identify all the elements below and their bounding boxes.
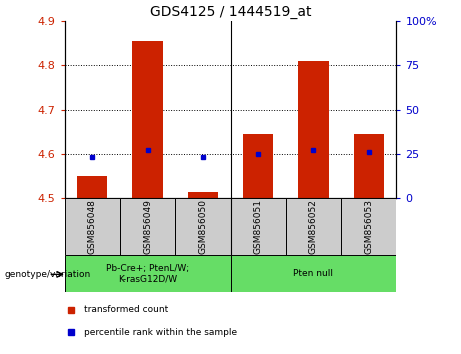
Text: GSM856048: GSM856048 bbox=[88, 199, 97, 254]
Text: GSM856053: GSM856053 bbox=[364, 199, 373, 254]
Bar bbox=[230, 198, 286, 255]
Bar bbox=[65, 255, 230, 292]
Text: percentile rank within the sample: percentile rank within the sample bbox=[84, 327, 237, 337]
Text: transformed count: transformed count bbox=[84, 305, 169, 314]
Text: genotype/variation: genotype/variation bbox=[5, 270, 91, 279]
Bar bbox=[341, 198, 396, 255]
Bar bbox=[77, 176, 107, 198]
Text: Pb-Cre+; PtenL/W;
K-rasG12D/W: Pb-Cre+; PtenL/W; K-rasG12D/W bbox=[106, 264, 189, 283]
Bar bbox=[65, 198, 120, 255]
Bar bbox=[230, 255, 396, 292]
Text: GSM856052: GSM856052 bbox=[309, 199, 318, 254]
Title: GDS4125 / 1444519_at: GDS4125 / 1444519_at bbox=[150, 5, 311, 19]
Bar bbox=[298, 61, 329, 198]
Bar bbox=[132, 41, 163, 198]
Text: GSM856051: GSM856051 bbox=[254, 199, 263, 254]
Text: Pten null: Pten null bbox=[294, 269, 333, 278]
Bar bbox=[120, 198, 175, 255]
Bar bbox=[286, 198, 341, 255]
Text: GSM856050: GSM856050 bbox=[198, 199, 207, 254]
Bar bbox=[175, 198, 230, 255]
Text: GSM856049: GSM856049 bbox=[143, 199, 152, 254]
Bar bbox=[188, 192, 218, 198]
Bar bbox=[243, 134, 273, 198]
Bar bbox=[354, 134, 384, 198]
